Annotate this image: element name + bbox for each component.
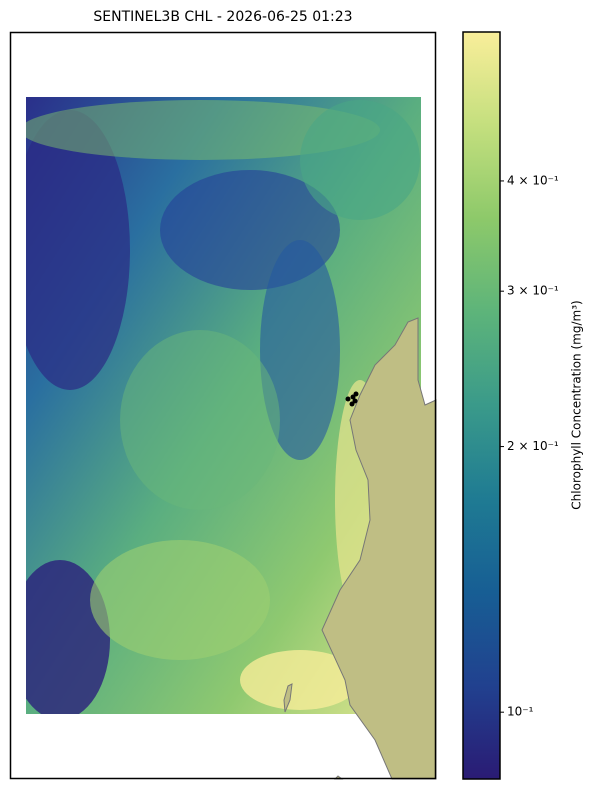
map-title: SENTINEL3B CHL - 2026-06-25 01:23 [93,9,352,25]
colorbar-tick-label: 3 × 10⁻¹ [507,284,559,298]
colorbar [462,31,501,780]
colorbar-tick-label: 10⁻¹ [507,705,534,719]
colorbar-tick-label: 4 × 10⁻¹ [507,173,559,187]
station-markers [345,391,359,407]
colorbar-label: Chlorophyll Concentration (mg/m³) [570,300,584,509]
map-frame [9,31,437,780]
map-image [26,97,421,714]
colorbar-tick-label: 2 × 10⁻¹ [507,439,559,453]
